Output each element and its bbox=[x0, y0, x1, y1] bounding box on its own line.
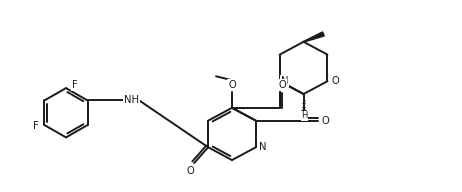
Text: F: F bbox=[72, 80, 78, 90]
Text: O: O bbox=[279, 80, 286, 90]
Text: F: F bbox=[33, 121, 38, 131]
Text: O: O bbox=[332, 76, 339, 86]
Text: N: N bbox=[281, 76, 288, 86]
Polygon shape bbox=[304, 32, 324, 42]
Text: NH: NH bbox=[124, 95, 139, 105]
Text: O: O bbox=[228, 80, 236, 90]
Text: O: O bbox=[322, 116, 329, 126]
Text: N: N bbox=[259, 142, 267, 152]
Text: O: O bbox=[186, 166, 194, 176]
Text: H: H bbox=[301, 111, 308, 120]
